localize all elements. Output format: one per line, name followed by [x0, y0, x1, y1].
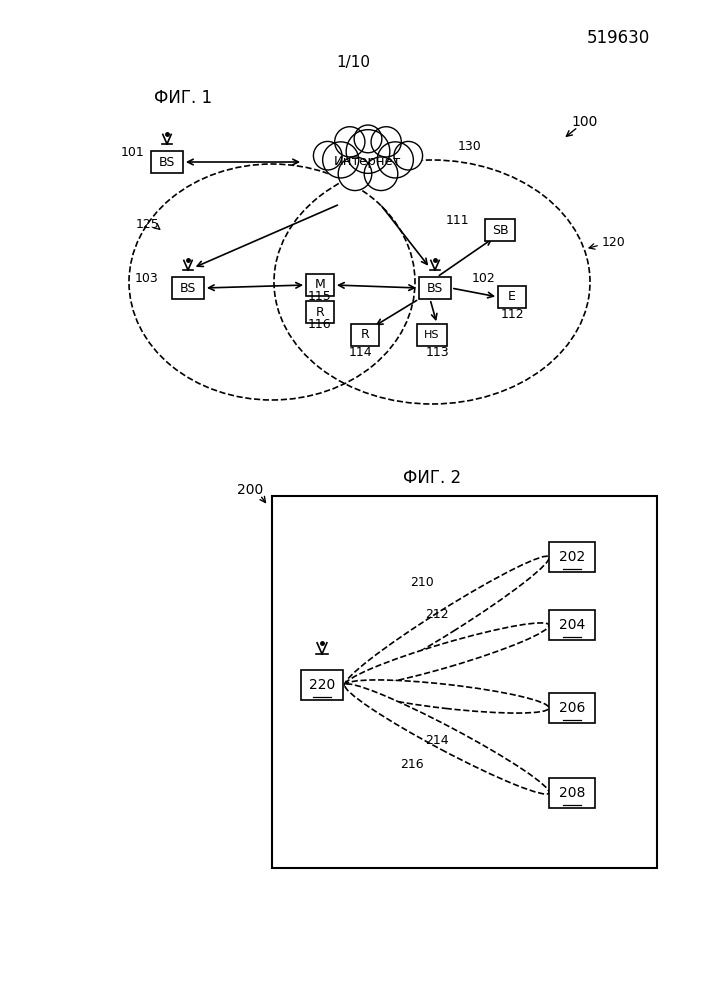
Text: 130: 130 — [458, 140, 481, 153]
Ellipse shape — [345, 680, 549, 713]
Text: BS: BS — [159, 155, 175, 168]
Bar — [549, 610, 595, 640]
Text: 220: 220 — [309, 678, 335, 692]
Bar — [272, 496, 657, 868]
Bar — [485, 219, 515, 241]
Circle shape — [346, 130, 390, 173]
Text: 519630: 519630 — [586, 29, 650, 47]
Bar — [549, 542, 595, 572]
Text: 210: 210 — [410, 576, 434, 588]
Text: SB: SB — [491, 224, 508, 236]
Text: 113: 113 — [425, 346, 449, 359]
Text: 101: 101 — [121, 145, 145, 158]
Bar — [419, 277, 451, 299]
Text: R: R — [361, 328, 369, 342]
Text: 202: 202 — [559, 550, 585, 564]
Text: 208: 208 — [559, 786, 585, 800]
Bar — [306, 274, 334, 296]
Bar — [549, 778, 595, 808]
Circle shape — [338, 157, 372, 191]
Text: 112: 112 — [500, 308, 524, 320]
Bar — [549, 693, 595, 723]
Text: 115: 115 — [308, 290, 332, 304]
Circle shape — [334, 127, 365, 157]
Text: 204: 204 — [559, 618, 585, 632]
Circle shape — [371, 127, 402, 157]
Circle shape — [313, 141, 342, 170]
Circle shape — [394, 141, 423, 170]
Text: 116: 116 — [308, 318, 332, 330]
Bar — [351, 324, 379, 346]
Bar — [417, 324, 447, 346]
Text: 214: 214 — [425, 734, 449, 746]
Text: 216: 216 — [400, 758, 423, 772]
Text: R: R — [315, 306, 325, 318]
Text: M: M — [315, 278, 325, 292]
Text: ФИГ. 2: ФИГ. 2 — [403, 469, 461, 487]
Circle shape — [322, 142, 358, 178]
Text: ФИГ. 1: ФИГ. 1 — [154, 89, 212, 107]
Text: BS: BS — [427, 282, 443, 294]
Bar — [172, 277, 204, 299]
Text: E: E — [508, 290, 516, 304]
Circle shape — [364, 157, 398, 191]
Bar — [498, 286, 526, 308]
Text: 102: 102 — [472, 271, 496, 284]
Ellipse shape — [345, 684, 549, 794]
Ellipse shape — [345, 623, 549, 687]
Text: 120: 120 — [602, 235, 626, 248]
Bar — [306, 301, 334, 323]
Text: 125: 125 — [136, 219, 160, 232]
Text: 200: 200 — [237, 483, 263, 497]
Text: 111: 111 — [445, 214, 469, 227]
Text: 212: 212 — [425, 608, 449, 621]
Circle shape — [354, 125, 382, 153]
Text: 1/10: 1/10 — [336, 55, 370, 70]
Text: 206: 206 — [559, 701, 585, 715]
Bar — [151, 151, 183, 173]
Ellipse shape — [345, 556, 549, 686]
Text: HS: HS — [424, 330, 440, 340]
Text: Интернет: Интернет — [334, 155, 402, 168]
Text: 114: 114 — [348, 346, 372, 359]
Text: 103: 103 — [134, 271, 158, 284]
Text: 100: 100 — [572, 115, 598, 129]
Circle shape — [378, 142, 414, 178]
Bar — [301, 670, 343, 700]
Text: BS: BS — [180, 282, 196, 294]
